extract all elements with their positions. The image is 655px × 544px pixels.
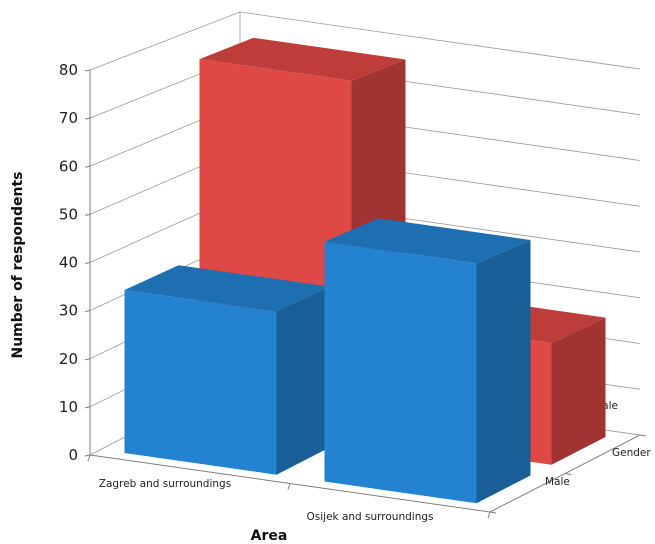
y-tick-label: 70: [59, 109, 78, 127]
x-tick-mark: [287, 483, 291, 490]
y-tick-label: 60: [59, 157, 78, 175]
y-tick-label: 30: [59, 302, 78, 320]
y-tick-mark: [84, 262, 91, 264]
y-tick-label: 50: [59, 205, 78, 223]
y-axis-title: Number of respondents: [10, 172, 26, 359]
y-tick-mark: [84, 310, 91, 313]
bar: [124, 290, 277, 475]
x-tick-label: Osijek and surroundings: [307, 511, 434, 523]
y-tick-mark: [84, 165, 91, 168]
bar-side: [476, 240, 531, 504]
bar-top: [199, 37, 406, 81]
x-tick-label: Zagreb and surroundings: [99, 478, 231, 490]
depth-tick-mark: [639, 434, 647, 437]
depth-tick-label: Male: [545, 476, 570, 488]
y-tick-label: 20: [59, 350, 78, 368]
bar-top: [324, 218, 531, 264]
y-tick-mark: [84, 213, 91, 216]
x-axis-title: Area: [251, 528, 288, 544]
x-tick-mark: [487, 511, 491, 519]
depth-tick-mark: [489, 511, 497, 514]
bar-top: [124, 265, 331, 312]
y-tick-mark: [84, 454, 91, 457]
y-tick-label: 0: [68, 446, 78, 464]
bar-side: [551, 317, 606, 465]
y-tick-label: 10: [59, 398, 78, 416]
depth-axis-title: Gender: [612, 447, 651, 459]
bar: [324, 241, 477, 504]
y-tick-mark: [84, 117, 91, 120]
depth-tick-mark: [564, 473, 572, 475]
x-tick-mark: [87, 454, 91, 462]
y-tick-label: 40: [59, 254, 78, 272]
y-tick-label: 80: [59, 61, 78, 79]
y-tick-mark: [84, 69, 91, 72]
y-tick-mark: [84, 358, 91, 361]
y-tick-mark: [84, 406, 91, 409]
bar-side: [276, 286, 331, 475]
